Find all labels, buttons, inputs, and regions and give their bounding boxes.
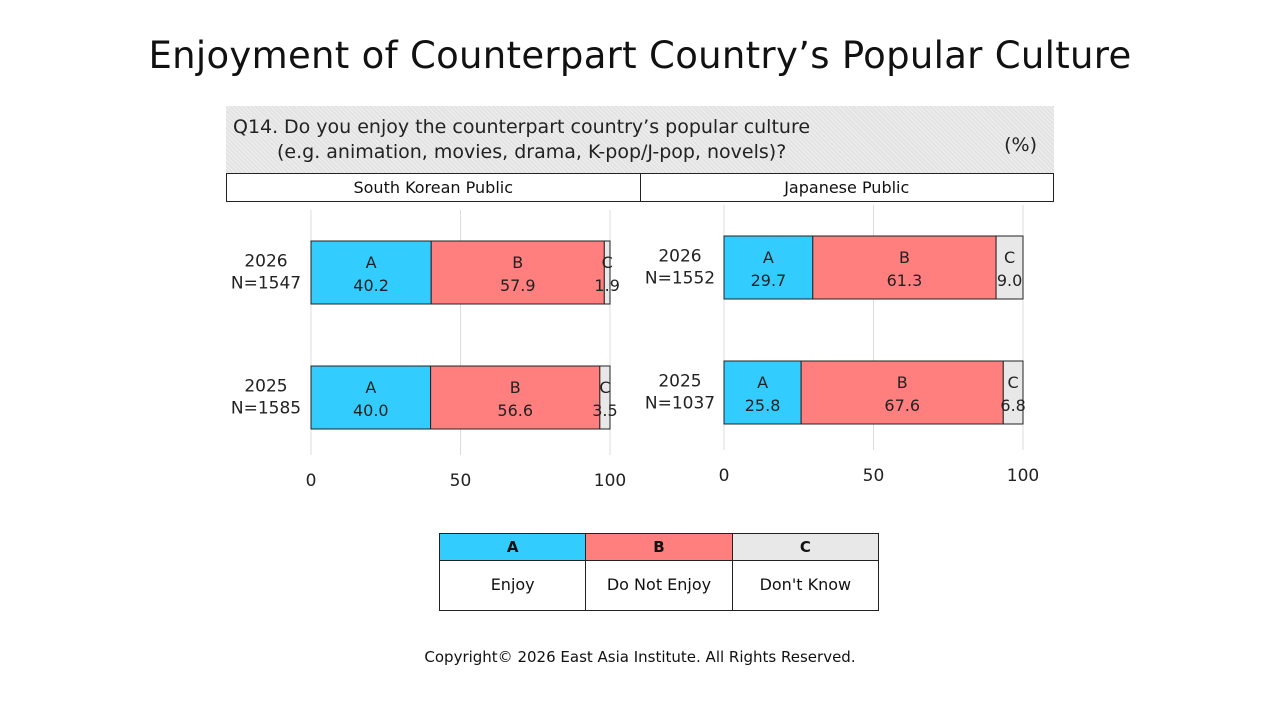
bar-value-label-south-korea-1-b: 56.6 [497,401,533,420]
legend-label-do-not-enjoy: Do Not Enjoy [606,575,712,594]
question-text-line2: (e.g. animation, movies, drama, K-pop/J-… [277,141,787,163]
tick-label-japan-0: 0 [719,466,730,486]
category-label-japan-1: 2025 N=1037 [645,372,715,414]
category-label-south-korea-0: 2026 N=1547 [231,252,301,294]
copyright-notice: Copyright© 2026 East Asia Institute. All… [424,648,856,666]
unit-label: (%) [1004,134,1037,156]
category-label-japan-0: 2026 N=1552 [645,247,715,289]
legend-column-c: C Don't Know [731,534,878,610]
bar-segment-south-korea-1-c [599,365,611,430]
legend-column-a: A Enjoy [440,534,586,610]
bar-segment-south-korea-0-c [603,240,611,305]
bar-value-label-south-korea-1-a: 40.0 [353,401,389,420]
panel-header-japan: Japanese Public [639,174,1054,201]
legend-key-b: B [586,534,732,561]
question-box: Q14. Do you enjoy the counterpart countr… [226,106,1054,173]
bar-value-label-south-korea-0-c: 1.9 [594,276,619,295]
bar-value-label-japan-1-b: 67.6 [884,396,920,415]
bar-segment-south-korea-0-a [310,240,432,305]
tick-label-japan-50: 50 [863,466,885,486]
question-text-line1: Do you enjoy the counterpart country’s p… [284,116,811,138]
bar-series-label-south-korea-1-c: C [599,378,610,397]
bar-series-label-japan-0-c: C [1004,248,1015,267]
tick-label-japan-100: 100 [1007,466,1039,486]
panel-header-row: South Korean Public Japanese Public [226,173,1054,202]
bar-series-label-south-korea-0-a: A [366,253,377,272]
bar-segment-south-korea-1-b [430,365,601,430]
bar-segment-japan-0-c [995,235,1024,300]
bar-segment-japan-1-c [1002,360,1024,425]
legend-label-enjoy: Enjoy [490,575,535,594]
stacked-bar-charts: 0 50 100 2026 N=1547 A 40.2 B 57.9 C 1.9 2025 N=1585… [231,205,1039,491]
legend-column-b: B Do Not Enjoy [585,534,732,610]
bar-series-label-south-korea-0-b: B [512,253,523,272]
bar-value-label-south-korea-1-c: 3.5 [592,401,617,420]
bar-series-label-japan-1-b: B [897,373,908,392]
bar-series-label-japan-1-a: A [757,373,768,392]
tick-label-south-korea-100: 100 [594,471,626,491]
bar-segment-japan-1-a [723,360,802,425]
bar-value-label-japan-0-c: 9.0 [997,271,1022,290]
legend-key-c: C [732,534,878,561]
tick-label-south-korea-0: 0 [306,471,317,491]
bar-value-label-south-korea-0-b: 57.9 [500,276,536,295]
chart-title: Enjoyment of Counterpart Country’s Popul… [148,34,1132,77]
bar-segment-south-korea-0-b [430,240,605,305]
bar-series-label-south-korea-0-c: C [602,253,613,272]
question-number: Q14. [233,116,279,138]
category-label-south-korea-1: 2025 N=1585 [231,377,301,419]
bar-series-label-japan-0-b: B [899,248,910,267]
legend-table: A Enjoy B Do Not Enjoy C Don't Know [439,533,879,611]
bar-segment-south-korea-1-a [310,365,432,430]
bar-value-label-south-korea-0-a: 40.2 [353,276,389,295]
legend-label-dont-know: Don't Know [759,575,852,594]
bar-segment-japan-0-b [812,235,997,300]
bar-series-label-south-korea-1-b: B [510,378,521,397]
bar-value-label-japan-0-b: 61.3 [887,271,923,290]
bar-series-label-south-korea-1-a: A [365,378,376,397]
panel-header-south-korea: South Korean Public [353,178,514,197]
bar-value-label-japan-0-a: 29.7 [751,271,787,290]
bar-value-label-japan-1-a: 25.8 [745,396,781,415]
bar-value-label-japan-1-c: 6.8 [1000,396,1025,415]
legend-key-a: A [440,534,586,561]
bar-series-label-japan-0-a: A [763,248,774,267]
tick-label-south-korea-50: 50 [450,471,472,491]
bar-series-label-japan-1-c: C [1008,373,1019,392]
bar-segment-japan-0-a [723,235,814,300]
